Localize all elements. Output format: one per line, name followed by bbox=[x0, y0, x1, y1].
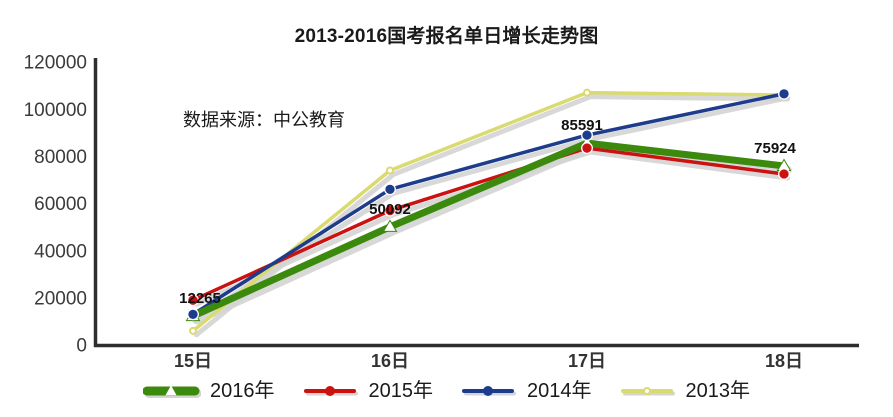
series-shadow bbox=[194, 94, 790, 338]
marker-2014年-icon bbox=[581, 129, 593, 142]
marker-2013-icon bbox=[189, 326, 197, 335]
legend-marker-2015年-icon bbox=[303, 386, 358, 396]
y-tick-label: 0 bbox=[76, 336, 87, 357]
data-label: 12265 bbox=[179, 290, 221, 307]
marker-2014年-icon bbox=[778, 87, 790, 100]
y-tick-label: 60000 bbox=[34, 194, 87, 215]
y-tick-label: 120000 bbox=[24, 53, 87, 74]
chart-svg: 0 20000 40000 60000 80000 100000 120000 15日 16日 1… bbox=[24, 53, 859, 371]
marker-2015年-icon bbox=[581, 142, 593, 155]
legend-item-2015年: 2015年 bbox=[302, 380, 434, 402]
x-tick-label: 18日 bbox=[765, 351, 803, 371]
marker-2015年-icon bbox=[384, 204, 396, 217]
series-line-2013年 bbox=[191, 90, 786, 333]
y-tick-label: 20000 bbox=[34, 288, 87, 309]
chart-title: 2013-2016国考报名单日增长走势图 bbox=[294, 26, 599, 47]
y-tick-label: 100000 bbox=[24, 100, 87, 121]
data-label: 85591 bbox=[561, 117, 603, 134]
marker-2015年-icon bbox=[187, 294, 199, 307]
series-line-2014年 bbox=[191, 92, 786, 317]
marker-2014年-icon bbox=[384, 183, 396, 196]
legend-marker-2014年-icon bbox=[462, 386, 516, 396]
legend-item-2016年: 2016年 bbox=[143, 381, 275, 401]
marker-2013-icon bbox=[583, 88, 591, 97]
y-tick-label: 80000 bbox=[34, 147, 87, 168]
legend-marker-2016年-icon bbox=[143, 385, 201, 398]
y-tick-label: 40000 bbox=[34, 241, 87, 262]
data-label: 75924 bbox=[754, 140, 796, 157]
legend-marker-2013年-icon bbox=[620, 387, 675, 396]
x-tick-label: 17日 bbox=[568, 351, 606, 371]
legend-item-2013年: 2013年 bbox=[619, 380, 751, 402]
marker-2015年-icon bbox=[778, 168, 790, 180]
legend-label: 2016年 bbox=[210, 380, 275, 402]
series-line-2015年 bbox=[191, 146, 786, 302]
x-tick-label: 15日 bbox=[174, 351, 212, 371]
legend-label: 2015年 bbox=[368, 380, 434, 402]
chart-legend: 2016年 2015年 2014年 2013年 bbox=[0, 381, 893, 401]
series-shadow bbox=[192, 142, 792, 325]
series-shadow bbox=[194, 95, 790, 321]
marker-2016-icon bbox=[382, 219, 398, 232]
x-tick-label: 16日 bbox=[371, 351, 409, 371]
legend-label: 2014年 bbox=[527, 380, 592, 402]
legend-label: 2013年 bbox=[685, 380, 751, 402]
data-label: 50092 bbox=[369, 201, 411, 218]
legend-item-2014年: 2014年 bbox=[460, 381, 592, 401]
marker-2014年-icon bbox=[187, 308, 199, 321]
source-note: 数据来源：中公教育 bbox=[183, 110, 345, 130]
marker-2013-icon bbox=[386, 166, 394, 175]
series-line-2016年 bbox=[189, 139, 788, 320]
